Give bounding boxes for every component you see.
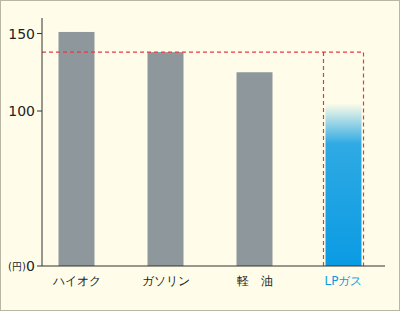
x-axis bbox=[42, 266, 385, 267]
axis-label: (円) bbox=[8, 261, 26, 272]
tick-label: 150 bbox=[8, 26, 35, 42]
reference-line bbox=[42, 52, 364, 266]
y-axis bbox=[42, 18, 43, 266]
category-label: 軽 油 bbox=[237, 274, 273, 288]
bar bbox=[59, 32, 95, 266]
chart: 0 100 150 (円) ハイオク ガソリン 軽 油 LPガス bbox=[0, 0, 400, 311]
bar bbox=[148, 52, 184, 266]
bar bbox=[237, 72, 273, 266]
background bbox=[1, 1, 400, 311]
tick bbox=[37, 266, 42, 267]
tick-label: 0 bbox=[26, 258, 35, 274]
tick bbox=[37, 33, 42, 34]
tick-label: 100 bbox=[8, 103, 35, 119]
category-label: ハイオク bbox=[52, 274, 101, 288]
bar bbox=[326, 103, 362, 266]
category-label: LPガス bbox=[325, 274, 363, 288]
bars bbox=[42, 32, 364, 266]
tick bbox=[37, 111, 42, 112]
category-label: ガソリン bbox=[142, 274, 190, 288]
